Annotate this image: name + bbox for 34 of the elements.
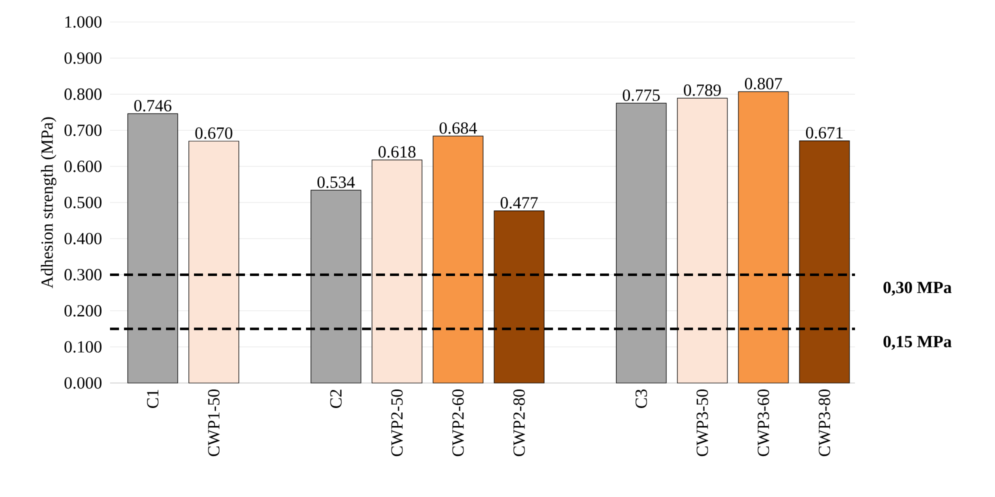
y-tick-label: 0.600 (64, 160, 102, 172)
data-label: 0.670 (195, 127, 232, 139)
ref-line-label: 0,30 MPa (884, 282, 952, 296)
data-label: 0.746 (134, 100, 172, 112)
y-axis-title: Adhesion strength (MPa) (40, 117, 56, 288)
y-tick-label: 0.100 (64, 341, 102, 353)
y-tick-label: 1.000 (65, 16, 102, 28)
x-tick-label: C3 (636, 390, 647, 408)
data-label: 0.534 (317, 176, 355, 188)
x-tick-label: CWP3-50 (696, 390, 708, 456)
y-tick-label: 0.000 (64, 377, 102, 389)
x-tick-label: C2 (330, 390, 342, 408)
x-tick-label: CWP3-80 (818, 390, 830, 456)
data-label: 0.671 (806, 127, 843, 139)
x-tick-label: C1 (147, 390, 158, 408)
y-tick-label: 0.300 (64, 268, 102, 280)
data-label: 0.807 (744, 78, 782, 90)
y-tick-label: 0.400 (64, 232, 102, 244)
data-label: 0.789 (684, 84, 721, 96)
data-label: 0.775 (622, 89, 660, 102)
y-tick-label: 0.500 (64, 196, 102, 208)
y-tick-label: 0.800 (64, 88, 102, 100)
x-tick-label: CWP2-60 (452, 390, 464, 456)
ref-line-label: 0,15 MPa (884, 336, 952, 350)
data-label: 0.618 (378, 146, 416, 158)
data-label: 0.684 (440, 122, 477, 134)
data-label: 0.477 (500, 197, 538, 209)
x-tick-label: CWP2-80 (513, 390, 525, 456)
x-tick-label: CWP3-60 (758, 390, 770, 456)
x-tick-label: CWP1-50 (208, 390, 220, 456)
y-tick-label: 0.700 (64, 124, 102, 136)
y-tick-label: 0.900 (64, 52, 102, 64)
y-tick-label: 0.200 (64, 305, 102, 317)
x-tick-label: CWP2-50 (391, 390, 403, 456)
